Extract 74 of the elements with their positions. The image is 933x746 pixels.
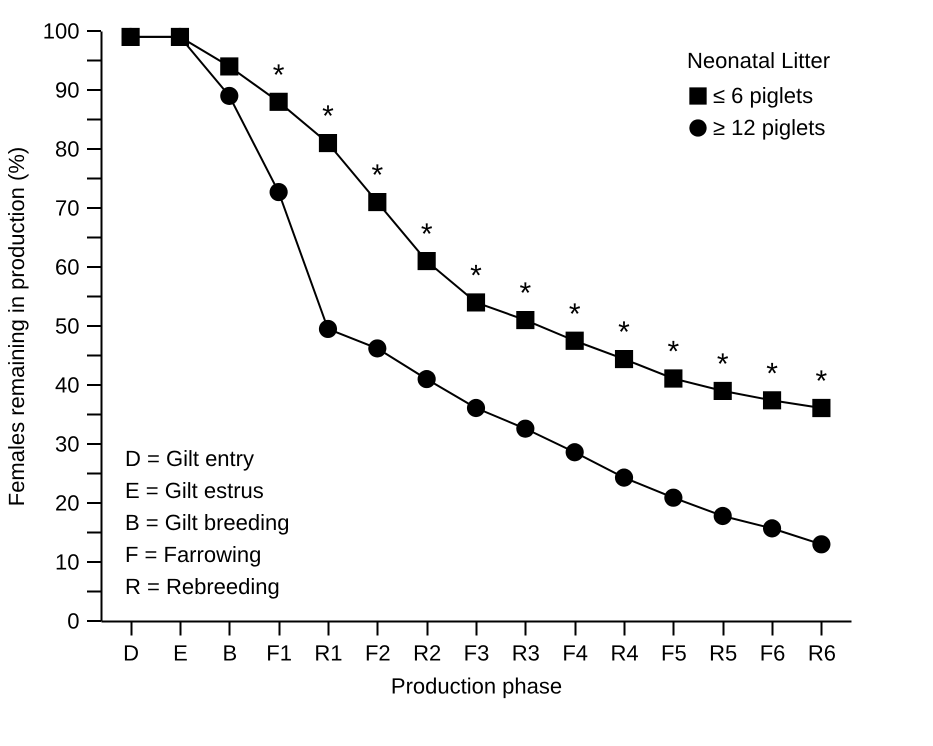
x-tick-label: F6 — [760, 640, 786, 666]
annotation: * — [420, 218, 433, 252]
x-tick-label: R5 — [709, 640, 738, 666]
point — [466, 398, 486, 418]
point — [762, 519, 782, 538]
point — [516, 311, 534, 330]
y-tick-label: 40 — [55, 372, 80, 398]
annotation: * — [816, 365, 828, 398]
annotation: * — [470, 259, 482, 292]
point — [664, 369, 682, 388]
annotation: * — [766, 357, 778, 390]
x-tick-label: F4 — [562, 640, 588, 666]
y-tick-label: 60 — [55, 254, 80, 280]
y-tick-label: 70 — [55, 196, 80, 220]
point — [516, 420, 534, 438]
annotation: * — [520, 277, 532, 310]
x-axis-title: Production phase — [390, 674, 562, 698]
y-tick-label: 100 — [42, 18, 80, 44]
y-tick-label: 30 — [55, 432, 80, 456]
point — [762, 391, 782, 410]
annotation: * — [371, 159, 384, 192]
annotation: * — [716, 348, 729, 381]
x-tick-label: R6 — [808, 640, 836, 666]
point — [368, 339, 386, 358]
point — [812, 535, 830, 554]
x-tick-label: F1 — [266, 640, 292, 666]
point — [714, 382, 732, 400]
annotation: F = Farrowing — [125, 542, 262, 567]
x-tick-label: F3 — [464, 640, 490, 666]
x-tick-label: F2 — [364, 640, 391, 666]
point — [714, 506, 732, 526]
annotation: * — [668, 336, 680, 369]
legend-label: ≤ 6 piglets — [713, 83, 814, 108]
x-tick-label: R1 — [314, 640, 343, 666]
x-tick-label: E — [173, 640, 188, 666]
x-tick-label: F5 — [661, 640, 687, 666]
annotation: * — [618, 316, 630, 350]
point — [566, 443, 584, 462]
point — [368, 193, 386, 212]
point — [614, 350, 634, 368]
annotation: B = Gilt breeding — [125, 510, 290, 535]
annotation: * — [568, 298, 581, 331]
point — [566, 332, 584, 350]
y-tick-label: 20 — [55, 490, 80, 516]
y-tick-label: 50 — [55, 314, 80, 338]
x-tick-label: B — [222, 640, 238, 666]
y-tick-label: 90 — [55, 78, 80, 102]
y-tick-label: 10 — [55, 550, 80, 574]
point — [418, 252, 436, 270]
y-axis-title: Females remaining in production (%) — [4, 146, 29, 506]
point — [318, 134, 338, 152]
point — [270, 183, 288, 202]
x-tick-label: R4 — [610, 640, 639, 666]
point — [466, 293, 486, 312]
annotation: * — [322, 100, 334, 134]
legend-title: Neonatal Litter — [687, 48, 830, 73]
annotation: * — [272, 58, 285, 92]
y-tick-label: 0 — [67, 608, 80, 634]
annotation: D = Gilt entry — [125, 446, 254, 471]
point — [270, 92, 288, 111]
point — [220, 86, 238, 105]
point — [664, 488, 682, 507]
annotation: R = Rebreeding — [125, 574, 280, 599]
point — [812, 398, 830, 418]
point — [318, 320, 338, 338]
x-tick-label: D — [123, 640, 140, 666]
y-tick-label: 80 — [55, 136, 80, 162]
point — [614, 468, 634, 487]
point — [220, 57, 238, 76]
x-tick-label: R2 — [413, 640, 442, 666]
point — [418, 370, 436, 388]
x-tick-label: R3 — [512, 640, 540, 666]
annotation: E = Gilt estrus — [125, 478, 264, 503]
legend-label: ≥ 12 piglets — [713, 115, 826, 140]
